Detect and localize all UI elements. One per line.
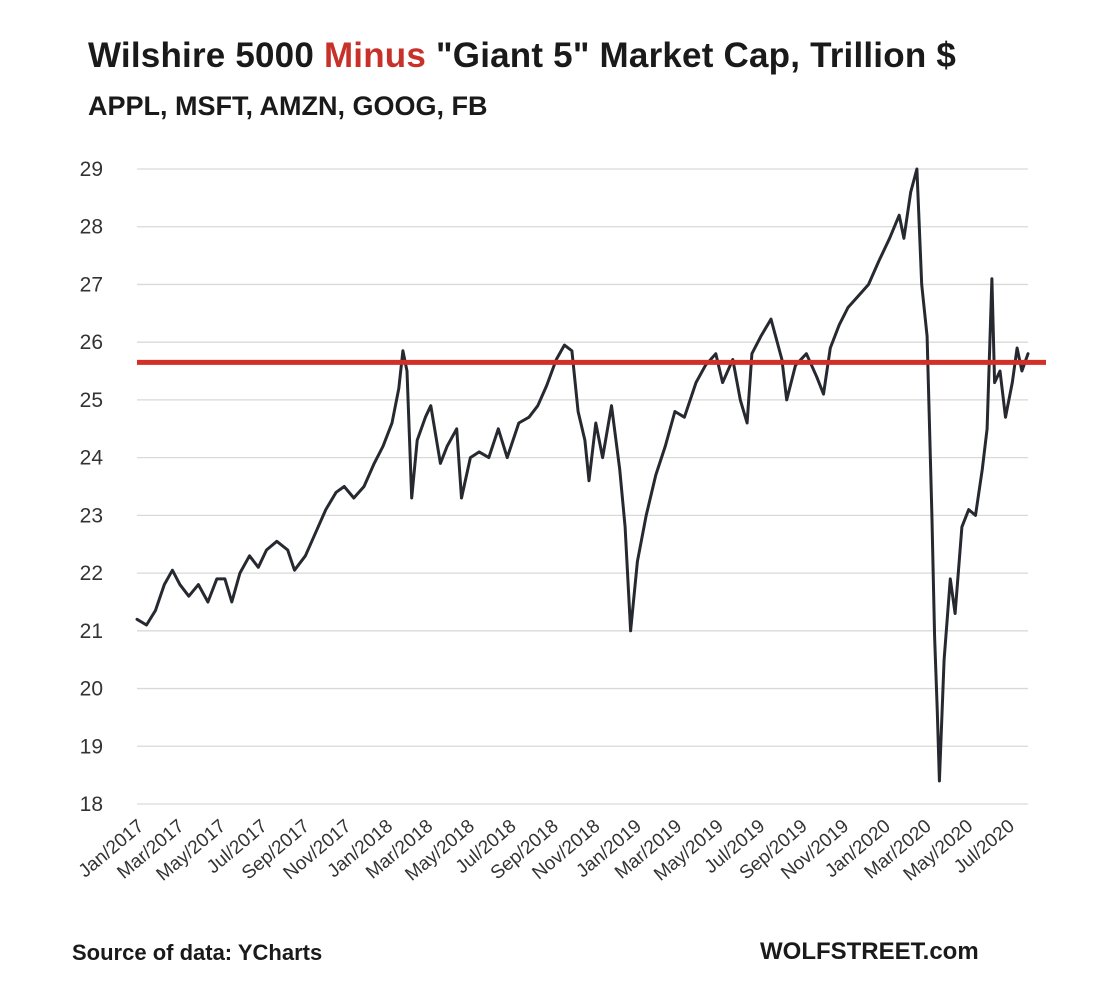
- y-tick-label: 27: [80, 273, 103, 296]
- y-tick-label: 22: [80, 562, 103, 585]
- y-tick-label: 21: [80, 620, 103, 643]
- title-part-2: "Giant 5" Market Cap, Trillion $: [436, 36, 956, 75]
- y-tick-label: 20: [80, 678, 103, 701]
- y-tick-label: 24: [80, 447, 104, 470]
- y-tick-label: 25: [80, 389, 103, 412]
- y-tick-label: 26: [80, 331, 103, 354]
- gridlines: [137, 168, 1028, 805]
- y-tick-label: 28: [80, 216, 103, 239]
- y-tick-label: 23: [80, 504, 103, 527]
- y-tick-label: 18: [80, 793, 103, 816]
- chart-title: Wilshire 5000 Minus "Giant 5" Market Cap…: [88, 36, 956, 76]
- y-tick-label: 29: [80, 158, 103, 181]
- x-axis-ticks: Jan/2017Mar/2017May/2017Jul/2017Sep/2017…: [75, 816, 1019, 886]
- title-highlight: Minus: [323, 36, 427, 75]
- brand-logo-text: WOLFSTREET.com: [760, 938, 979, 965]
- y-tick-label: 19: [80, 735, 103, 758]
- chart-subtitle: APPL, MSFT, AMZN, GOOG, FB: [88, 91, 488, 121]
- source-note: Source of data: YCharts: [72, 940, 323, 965]
- title-part-1: Wilshire 5000: [88, 36, 315, 75]
- series-line: [135, 167, 1030, 783]
- y-axis-ticks: 18 19 20 21 22 23 24 25 26 27 28 29: [80, 158, 104, 816]
